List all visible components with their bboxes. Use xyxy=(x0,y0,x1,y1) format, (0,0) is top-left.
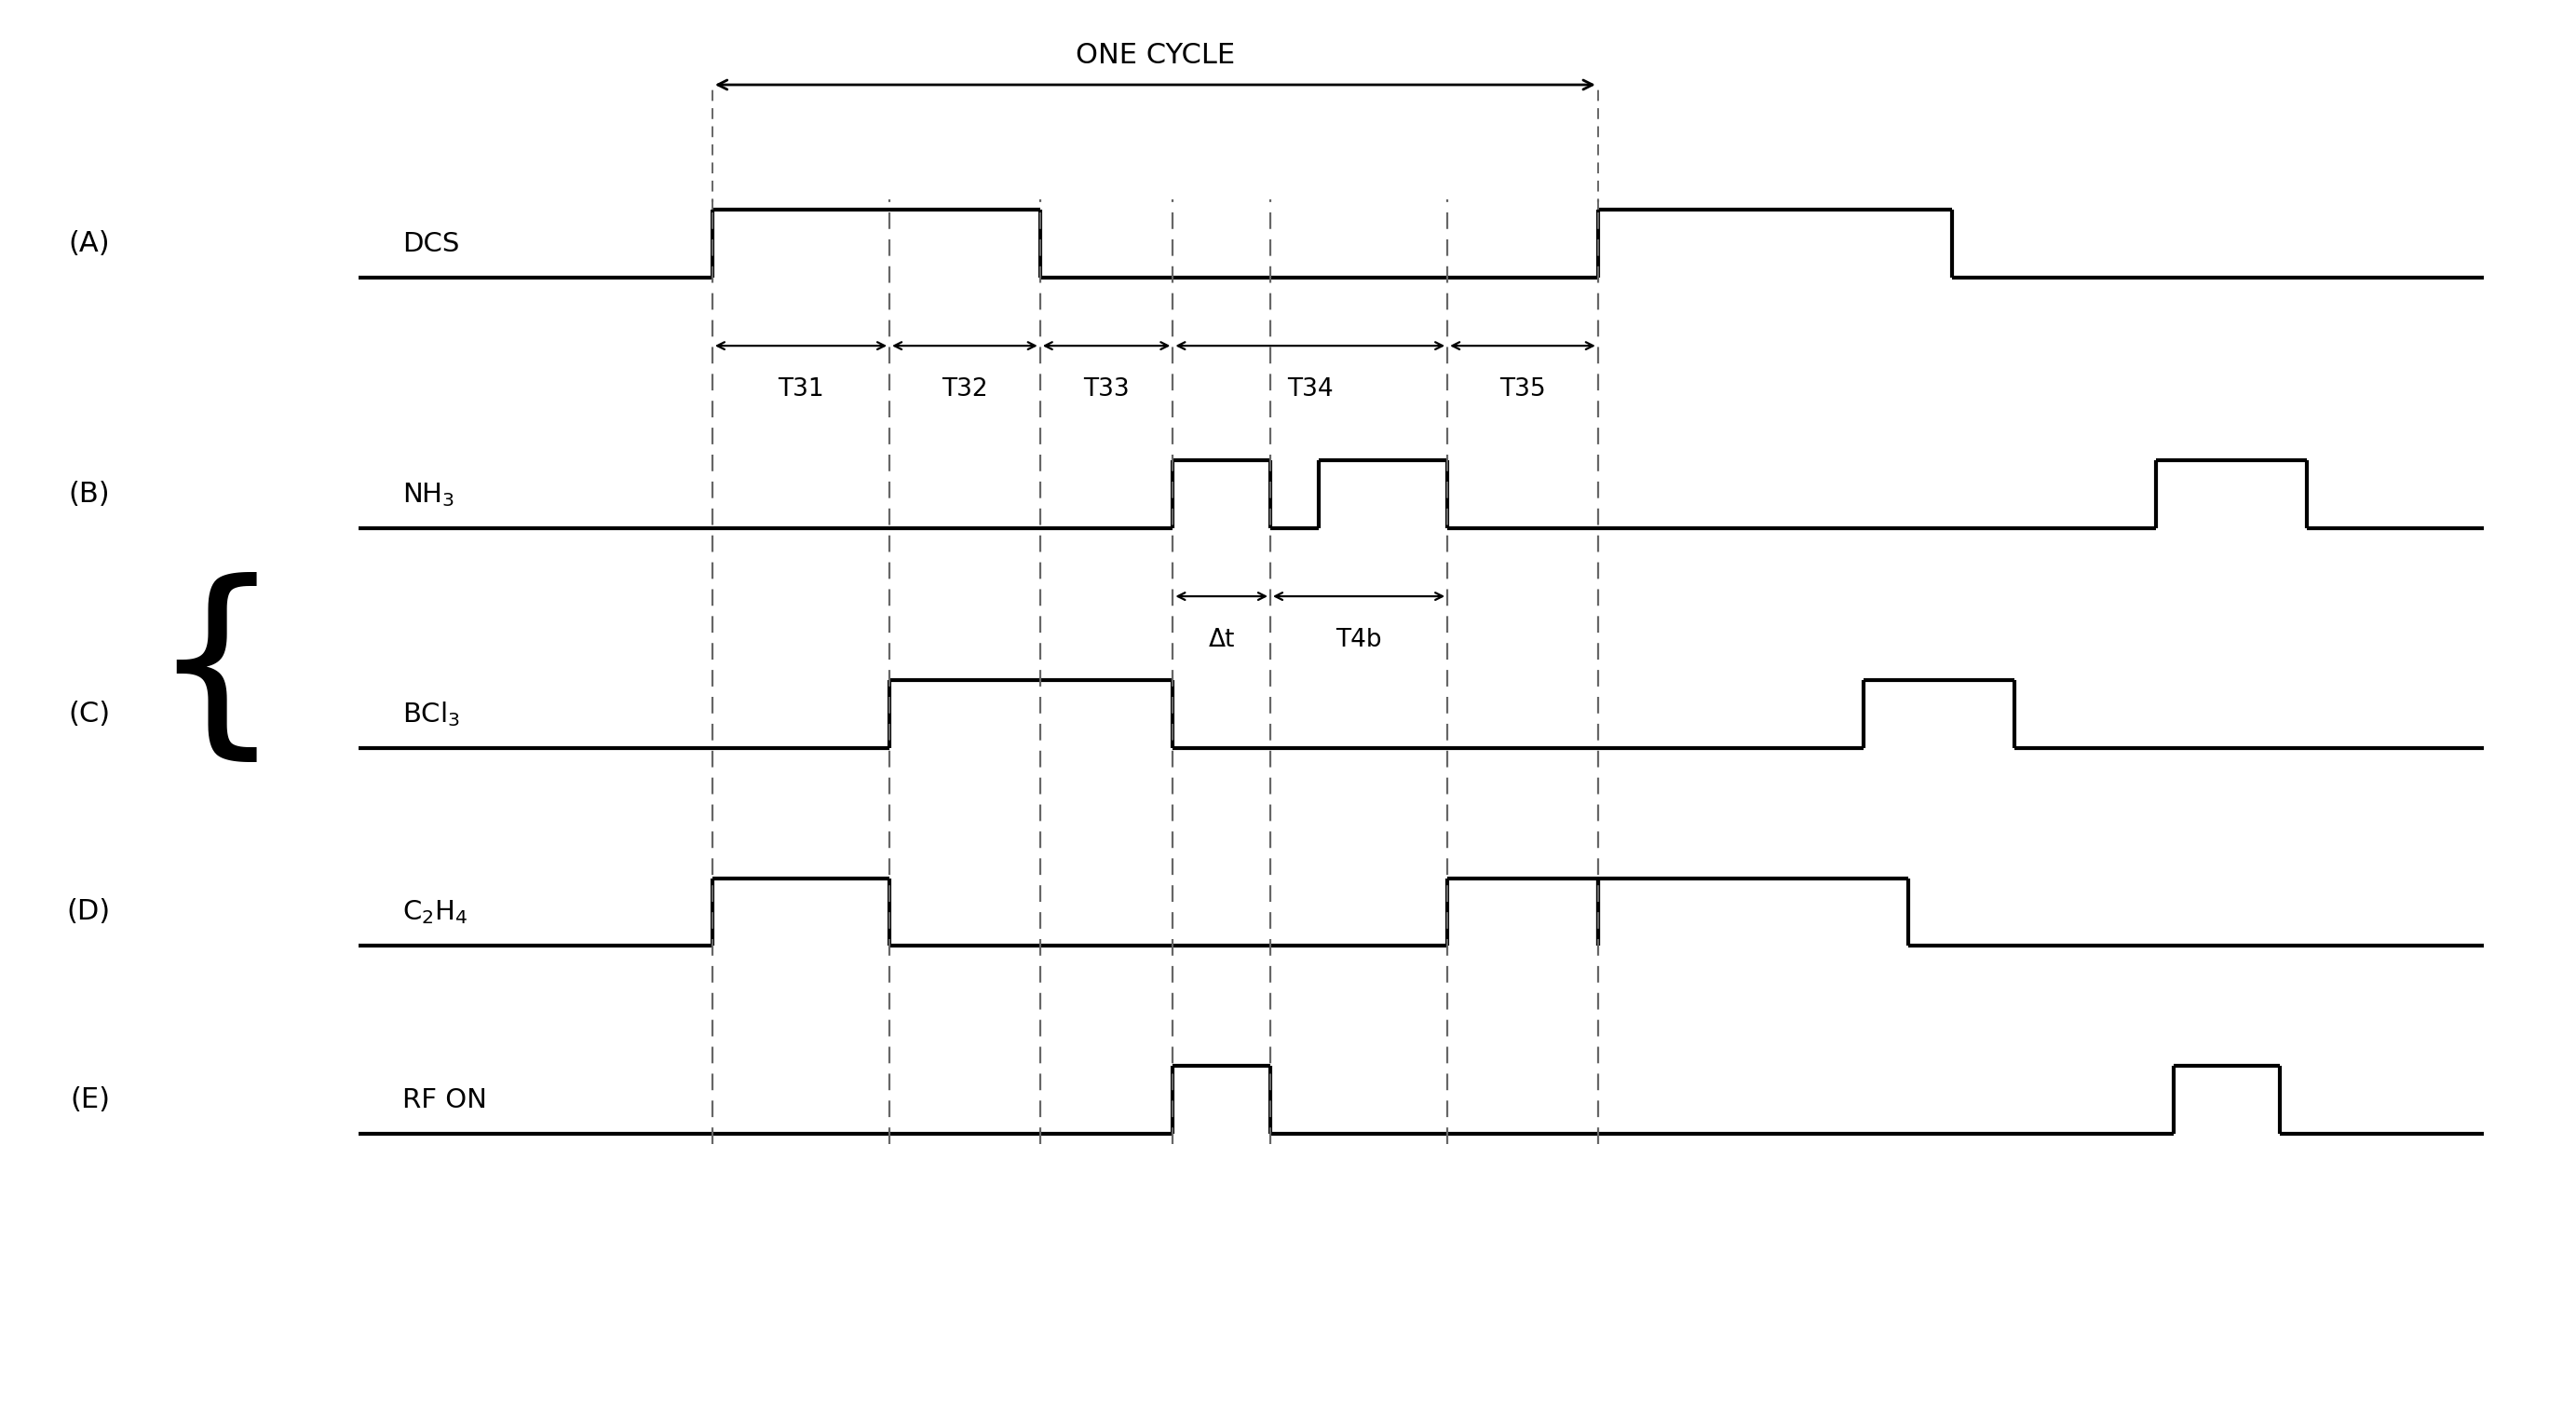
Text: T31: T31 xyxy=(778,377,824,401)
Text: NH$_3$: NH$_3$ xyxy=(402,480,456,509)
Text: T32: T32 xyxy=(943,377,987,401)
Text: T34: T34 xyxy=(1288,377,1334,401)
Text: DCS: DCS xyxy=(402,231,459,256)
Text: T33: T33 xyxy=(1084,377,1128,401)
Text: (A): (A) xyxy=(70,231,111,258)
Text: (C): (C) xyxy=(67,700,111,727)
Text: (D): (D) xyxy=(67,898,111,925)
Text: T35: T35 xyxy=(1499,377,1546,401)
Text: {: { xyxy=(149,572,283,772)
Text: Δt: Δt xyxy=(1208,628,1234,652)
Text: T4b: T4b xyxy=(1337,628,1381,652)
Text: BCl$_3$: BCl$_3$ xyxy=(402,700,461,728)
Text: C$_2$H$_4$: C$_2$H$_4$ xyxy=(402,898,469,925)
Text: (E): (E) xyxy=(70,1087,111,1114)
Text: ONE CYCLE: ONE CYCLE xyxy=(1074,43,1234,69)
Text: (B): (B) xyxy=(70,480,111,509)
Text: RF ON: RF ON xyxy=(402,1087,487,1112)
